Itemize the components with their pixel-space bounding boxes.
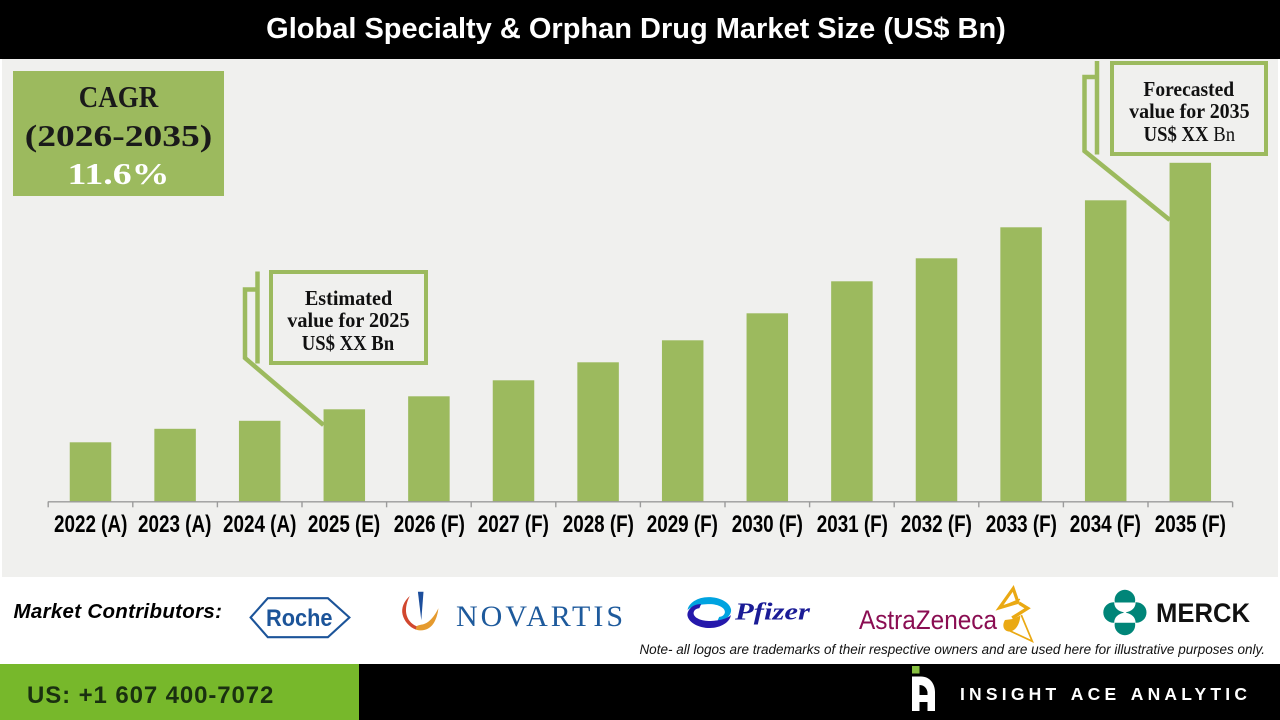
svg-text:Pfizer: Pfizer [734, 600, 811, 626]
svg-text:MERCK: MERCK [1156, 598, 1250, 628]
svg-text:NOVARTIS: NOVARTIS [456, 600, 626, 633]
svg-text:AstraZeneca: AstraZeneca [859, 605, 997, 635]
svg-text:Roche: Roche [266, 605, 333, 632]
